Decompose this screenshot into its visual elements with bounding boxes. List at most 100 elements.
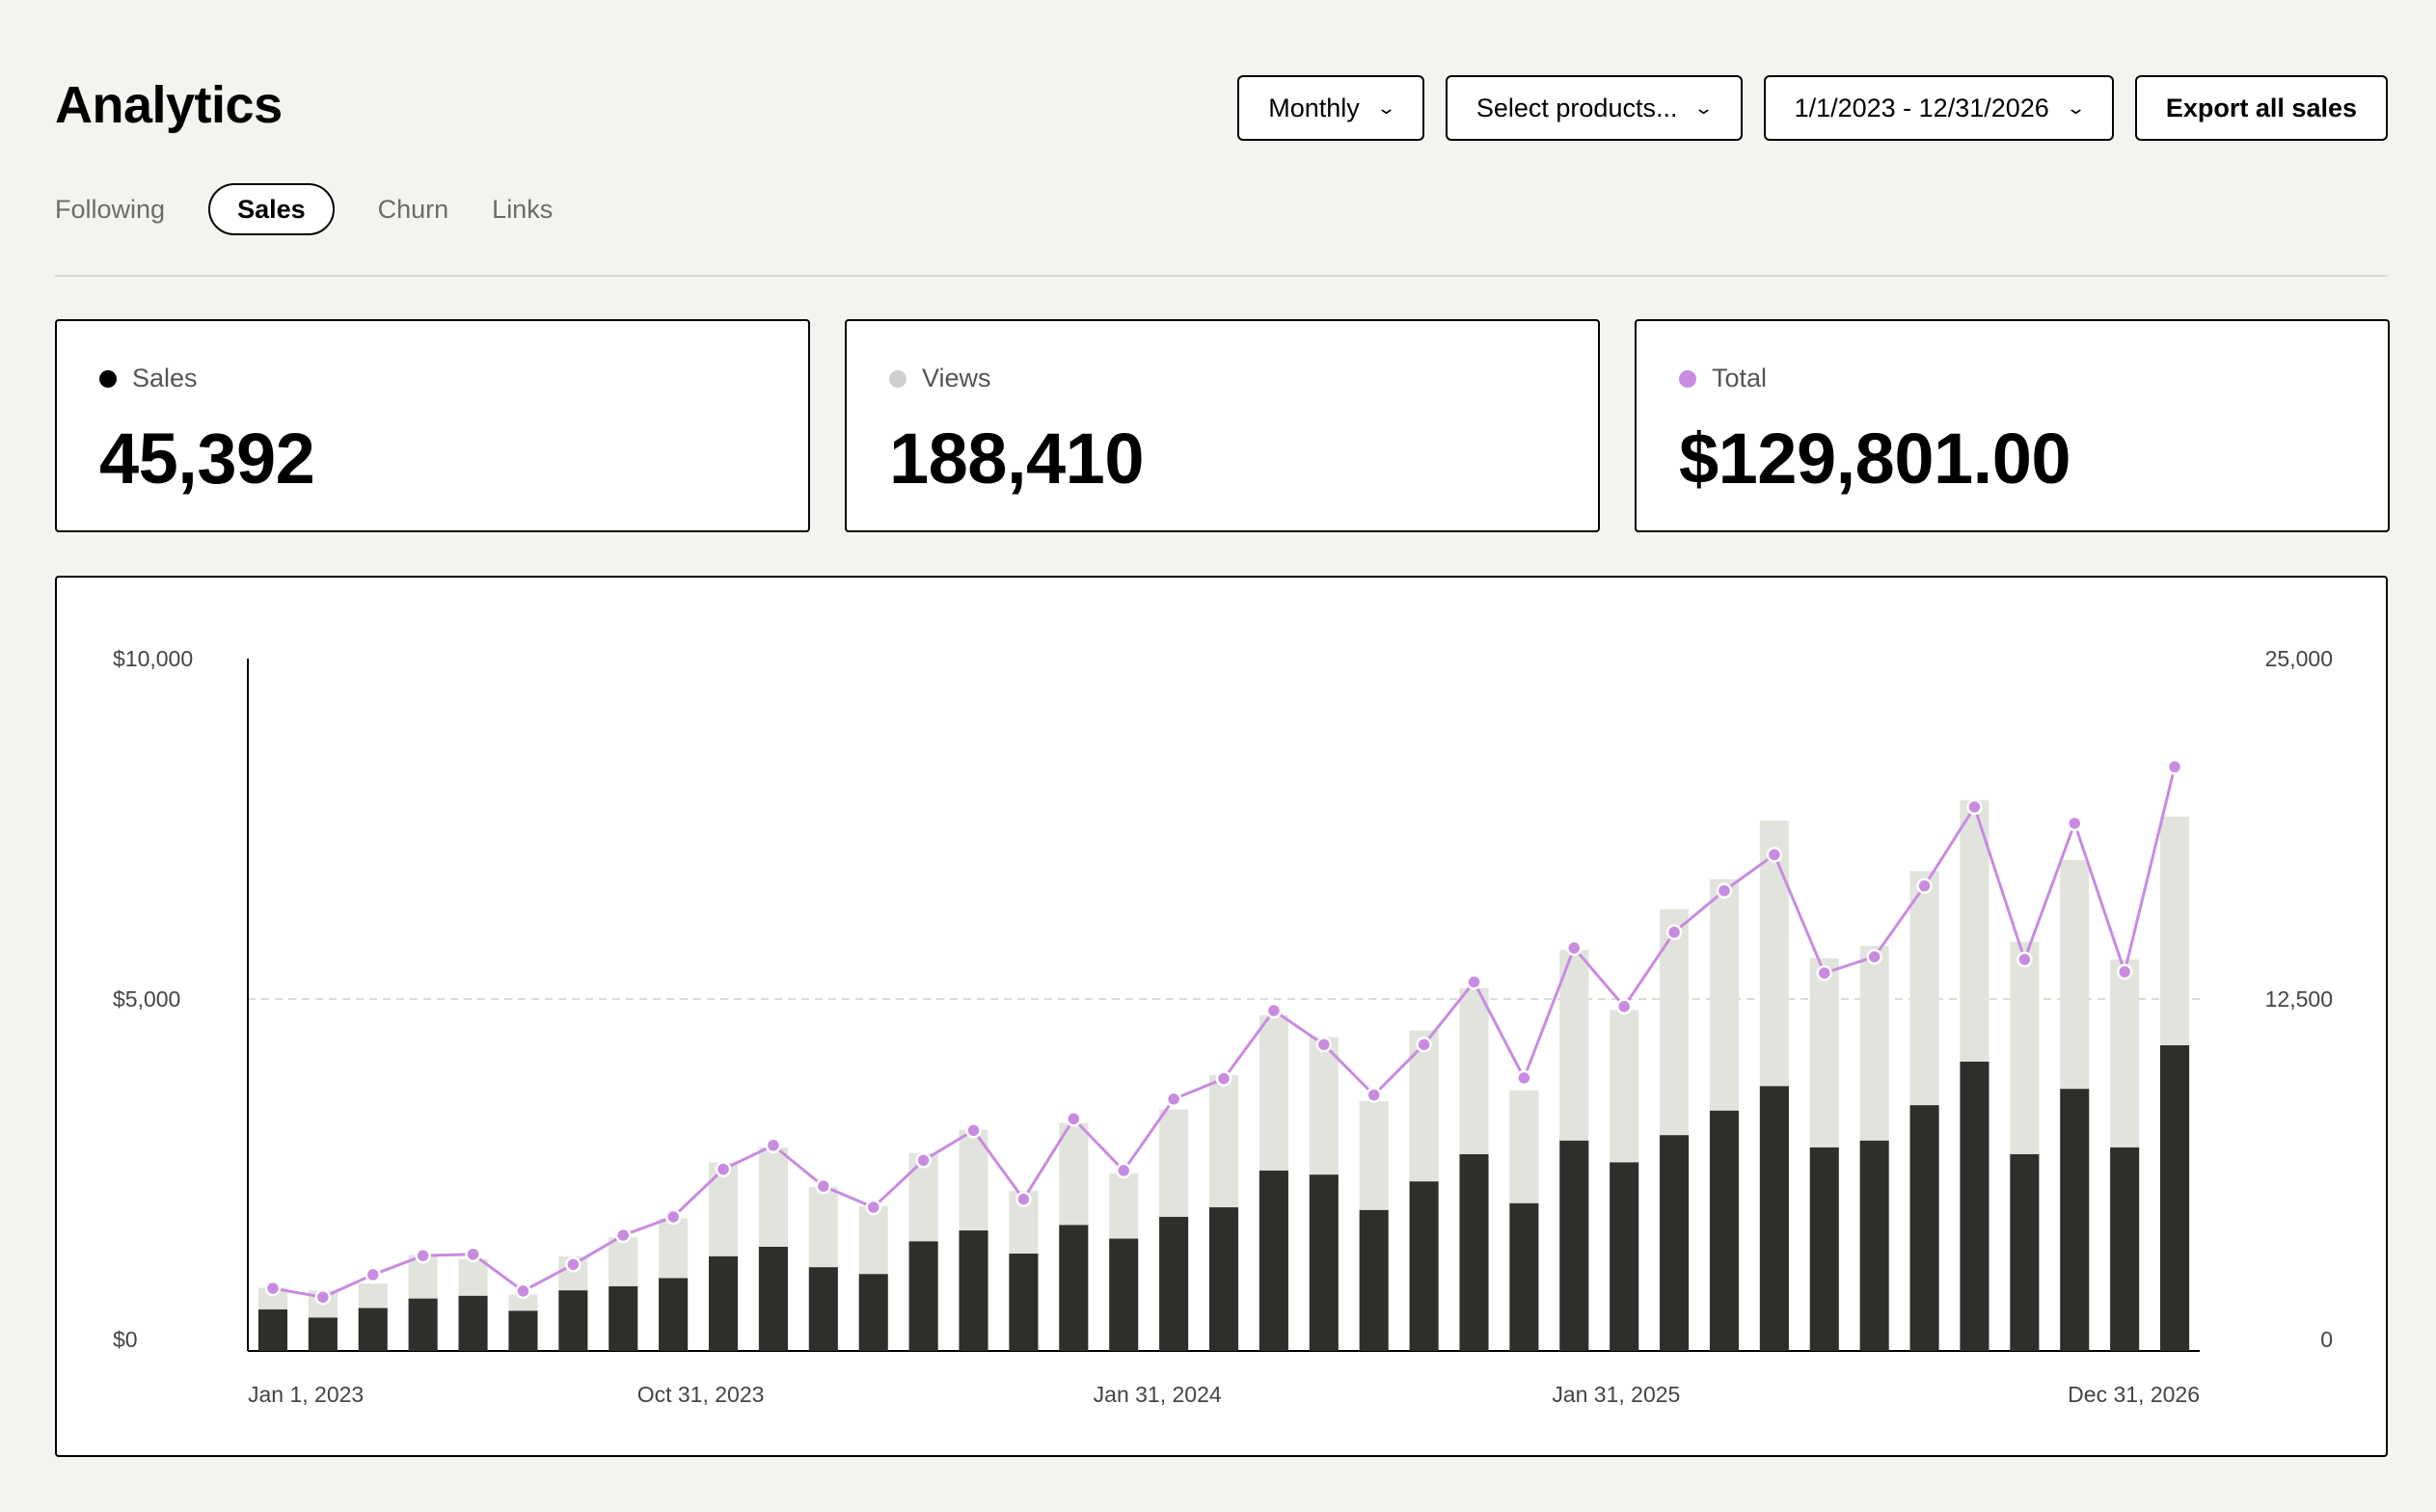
x-axis-tick: Jan 1, 2023: [248, 1382, 364, 1407]
views-bar: [1610, 1010, 1639, 1163]
products-select-label: Select products...: [1475, 93, 1678, 122]
total-point: [2116, 963, 2133, 981]
sales-bar: [1059, 1225, 1089, 1351]
page-title: Analytics: [55, 76, 283, 134]
sales-bar: [2060, 1089, 2090, 1351]
total-point: [865, 1199, 881, 1216]
sales-bar: [1559, 1140, 1589, 1351]
views-bar: [1909, 871, 1939, 1106]
sales-bar: [1960, 1061, 1989, 1351]
views-stat-card: Views 188,410: [845, 319, 1600, 532]
sales-bar: [1409, 1181, 1439, 1351]
total-point: [264, 1280, 282, 1297]
sales-stat-label: Sales: [132, 364, 198, 392]
sales-bar: [2010, 1153, 2040, 1351]
right-axis-tick: 12,500: [2265, 986, 2333, 1012]
sales-bar: [1459, 1153, 1489, 1351]
total-point: [2166, 759, 2183, 775]
total-point: [1115, 1162, 1132, 1179]
sales-chart-card: $10,000 $5,000 $0 25,000 12,500 0 Jan 1, 2023 O…: [55, 576, 2388, 1457]
sales-bar: [659, 1278, 689, 1351]
views-bar: [2010, 941, 2040, 1154]
total-point: [1966, 798, 1983, 816]
date-range-select[interactable]: 1/1/2023 - 12/31/2026 ⌄: [1763, 75, 2114, 141]
views-bar: [1559, 950, 1589, 1141]
x-axis-tick: Dec 31, 2026: [2068, 1382, 2200, 1407]
right-axis-tick: 0: [2320, 1327, 2333, 1352]
interval-select-label: Monthly: [1268, 93, 1360, 122]
views-stat-label: Views: [922, 364, 991, 392]
date-range-label: 1/1/2023 - 12/31/2026: [1794, 93, 2049, 122]
total-stat-label: Total: [1712, 364, 1768, 392]
views-bar: [2060, 859, 2090, 1090]
total-point: [1165, 1091, 1182, 1108]
total-point: [1366, 1087, 1382, 1103]
views-bar: [1960, 799, 1989, 1062]
x-axis-tick: Oct 31, 2023: [637, 1382, 765, 1407]
sales-bar: [908, 1241, 938, 1351]
sales-bar: [959, 1230, 988, 1351]
total-legend-dot: [1679, 369, 1696, 388]
views-bar: [1660, 908, 1690, 1136]
sales-bar: [1859, 1140, 1889, 1351]
total-point: [1916, 878, 1933, 895]
total-point: [614, 1227, 632, 1244]
views-stat-value: 188,410: [889, 418, 1145, 499]
sales-bar: [1309, 1174, 1339, 1351]
views-bar: [1509, 1090, 1539, 1203]
views-bar: [2160, 816, 2190, 1046]
header-divider: [55, 275, 2388, 277]
total-point: [1265, 1002, 1283, 1019]
sales-bar: [358, 1308, 388, 1351]
sales-bar: [1759, 1086, 1789, 1351]
sales-bar: [1709, 1110, 1740, 1351]
total-point: [1315, 1037, 1333, 1053]
toolbar: Monthly ⌄ Select products... ⌄ 1/1/2023 …: [1216, 75, 2388, 141]
views-bar: [1259, 1014, 1288, 1171]
sales-bar: [558, 1290, 588, 1351]
total-point: [815, 1177, 832, 1195]
total-point: [1066, 1111, 1082, 1127]
views-bar: [1859, 945, 1889, 1141]
views-bar: [358, 1283, 388, 1309]
sales-bar: [458, 1295, 488, 1351]
total-point: [1716, 882, 1733, 899]
tab-following[interactable]: Following: [55, 194, 166, 224]
views-bar: [808, 1186, 838, 1268]
views-legend-dot: [889, 369, 907, 388]
sales-stat-label-row: Sales: [99, 364, 198, 393]
total-point: [314, 1288, 332, 1306]
products-select[interactable]: Select products... ⌄: [1445, 75, 1743, 141]
total-stat-card: Total $129,801.00: [1635, 319, 2390, 532]
chevron-down-icon: ⌄: [1375, 97, 1396, 118]
left-axis-tick: $5,000: [113, 986, 180, 1012]
total-point: [915, 1152, 932, 1169]
total-point: [1615, 998, 1633, 1015]
sales-bar: [758, 1246, 788, 1351]
total-point: [515, 1282, 531, 1300]
x-axis-tick: Jan 31, 2025: [1552, 1382, 1680, 1407]
export-all-sales-button[interactable]: Export all sales: [2134, 75, 2388, 141]
sales-bar: [1208, 1207, 1239, 1351]
interval-select[interactable]: Monthly ⌄: [1237, 75, 1424, 141]
sales-bar: [1159, 1216, 1189, 1351]
tab-links[interactable]: Links: [492, 194, 554, 224]
tab-sales[interactable]: Sales: [208, 183, 335, 235]
sales-bar: [1359, 1209, 1389, 1351]
total-point: [1665, 924, 1683, 941]
views-bar: [1359, 1100, 1389, 1210]
total-point: [715, 1161, 732, 1177]
right-axis-tick: 25,000: [2265, 646, 2333, 671]
sales-bar: [1509, 1202, 1539, 1351]
views-bar: [1159, 1109, 1189, 1217]
total-point: [1766, 847, 1783, 863]
views-bar: [257, 1287, 287, 1310]
tab-churn[interactable]: Churn: [377, 194, 449, 224]
sales-bar: [858, 1274, 888, 1351]
views-bar: [1309, 1037, 1339, 1175]
views-bar: [1208, 1075, 1239, 1208]
views-bar: [508, 1294, 538, 1311]
views-bar: [1759, 821, 1789, 1087]
views-bar: [1059, 1122, 1089, 1226]
total-point: [965, 1122, 982, 1139]
